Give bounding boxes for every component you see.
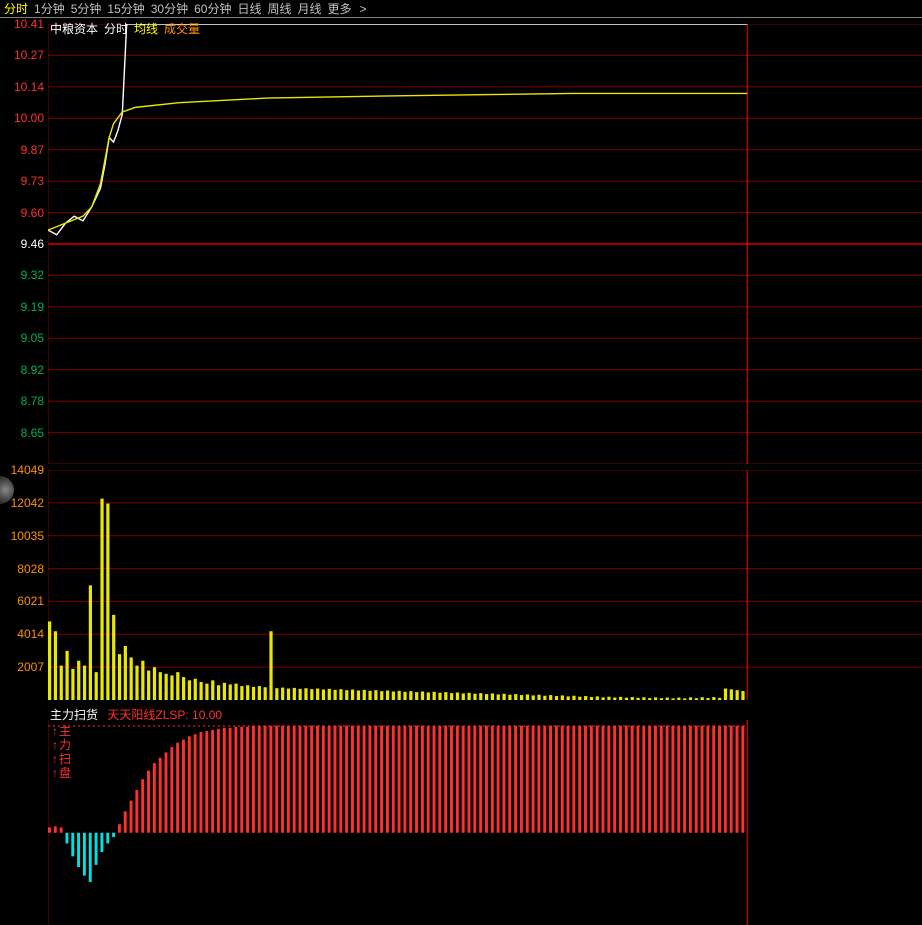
tab-7[interactable]: 周线	[267, 0, 291, 17]
arrow-up-icon: ↑	[52, 752, 58, 766]
volume-ylabel: 14049	[11, 463, 44, 477]
chevron-right-icon[interactable]: >	[360, 2, 367, 16]
volume-plot[interactable]	[48, 470, 922, 700]
price-ylabel: 9.87	[21, 143, 44, 157]
price-panel: 9.469.609.739.8710.0010.1410.2710.419.32…	[0, 24, 922, 464]
price-ylabel: 8.65	[21, 426, 44, 440]
tab-1[interactable]: 1分钟	[34, 0, 65, 17]
price-yaxis: 9.469.609.739.8710.0010.1410.2710.419.32…	[0, 24, 48, 464]
legend-volume: 成交量	[164, 20, 200, 37]
price-ylabel: 8.78	[21, 394, 44, 408]
tab-2[interactable]: 5分钟	[71, 0, 102, 17]
price-ylabel: 8.92	[21, 363, 44, 377]
arrow-up-icon: ↑	[52, 766, 58, 780]
volume-ylabel: 6021	[17, 594, 44, 608]
volume-ylabel: 8028	[17, 562, 44, 576]
price-ylabel: 10.41	[14, 17, 44, 31]
price-ylabel: 9.73	[21, 174, 44, 188]
tab-0[interactable]: 分时	[4, 0, 28, 17]
volume-yaxis: 2007401460218028100351204214049	[0, 470, 48, 700]
volume-ylabel: 4014	[17, 627, 44, 641]
legend-realtime: 分时	[104, 20, 128, 37]
indicator-panel	[0, 720, 922, 925]
price-ylabel: 9.60	[21, 206, 44, 220]
tab-9[interactable]: 更多	[328, 0, 352, 17]
volume-panel: 2007401460218028100351204214049	[0, 470, 922, 700]
price-ylabel: 10.27	[14, 48, 44, 62]
tab-4[interactable]: 30分钟	[151, 0, 188, 17]
tab-6[interactable]: 日线	[237, 0, 261, 17]
volume-ylabel: 12042	[11, 496, 44, 510]
price-ylabel: 9.46	[21, 237, 44, 251]
legend-avg: 均线	[134, 20, 158, 37]
stock-name: 中粮资本	[50, 20, 98, 37]
price-ylabel: 10.14	[14, 80, 44, 94]
tab-8[interactable]: 月线	[298, 0, 322, 17]
tab-3[interactable]: 15分钟	[107, 0, 144, 17]
indicator-plot[interactable]	[48, 720, 922, 925]
chart-legend: 中粮资本 分时 均线 成交量	[50, 20, 200, 37]
indicator-caption: 主力扫货 天天阳线ZLSP: 10.00	[50, 706, 222, 723]
price-ylabel: 9.05	[21, 331, 44, 345]
timeframe-tabbar: 分时 1分钟 5分钟 15分钟 30分钟 60分钟日线周线月线更多 >	[0, 0, 922, 18]
indicator-vertical-label: ↑主↑力↑扫↑盘	[52, 724, 71, 780]
price-plot[interactable]	[48, 24, 922, 464]
arrow-up-icon: ↑	[52, 738, 58, 752]
indicator-series-label: 天天阳线ZLSP: 10.00	[107, 708, 222, 722]
tab-5[interactable]: 60分钟	[194, 0, 231, 17]
price-ylabel: 10.00	[14, 111, 44, 125]
price-ylabel: 9.32	[21, 268, 44, 282]
volume-ylabel: 10035	[11, 529, 44, 543]
volume-ylabel: 2007	[17, 660, 44, 674]
indicator-label: 主力扫货	[50, 708, 98, 722]
arrow-up-icon: ↑	[52, 724, 58, 738]
price-ylabel: 9.19	[21, 300, 44, 314]
